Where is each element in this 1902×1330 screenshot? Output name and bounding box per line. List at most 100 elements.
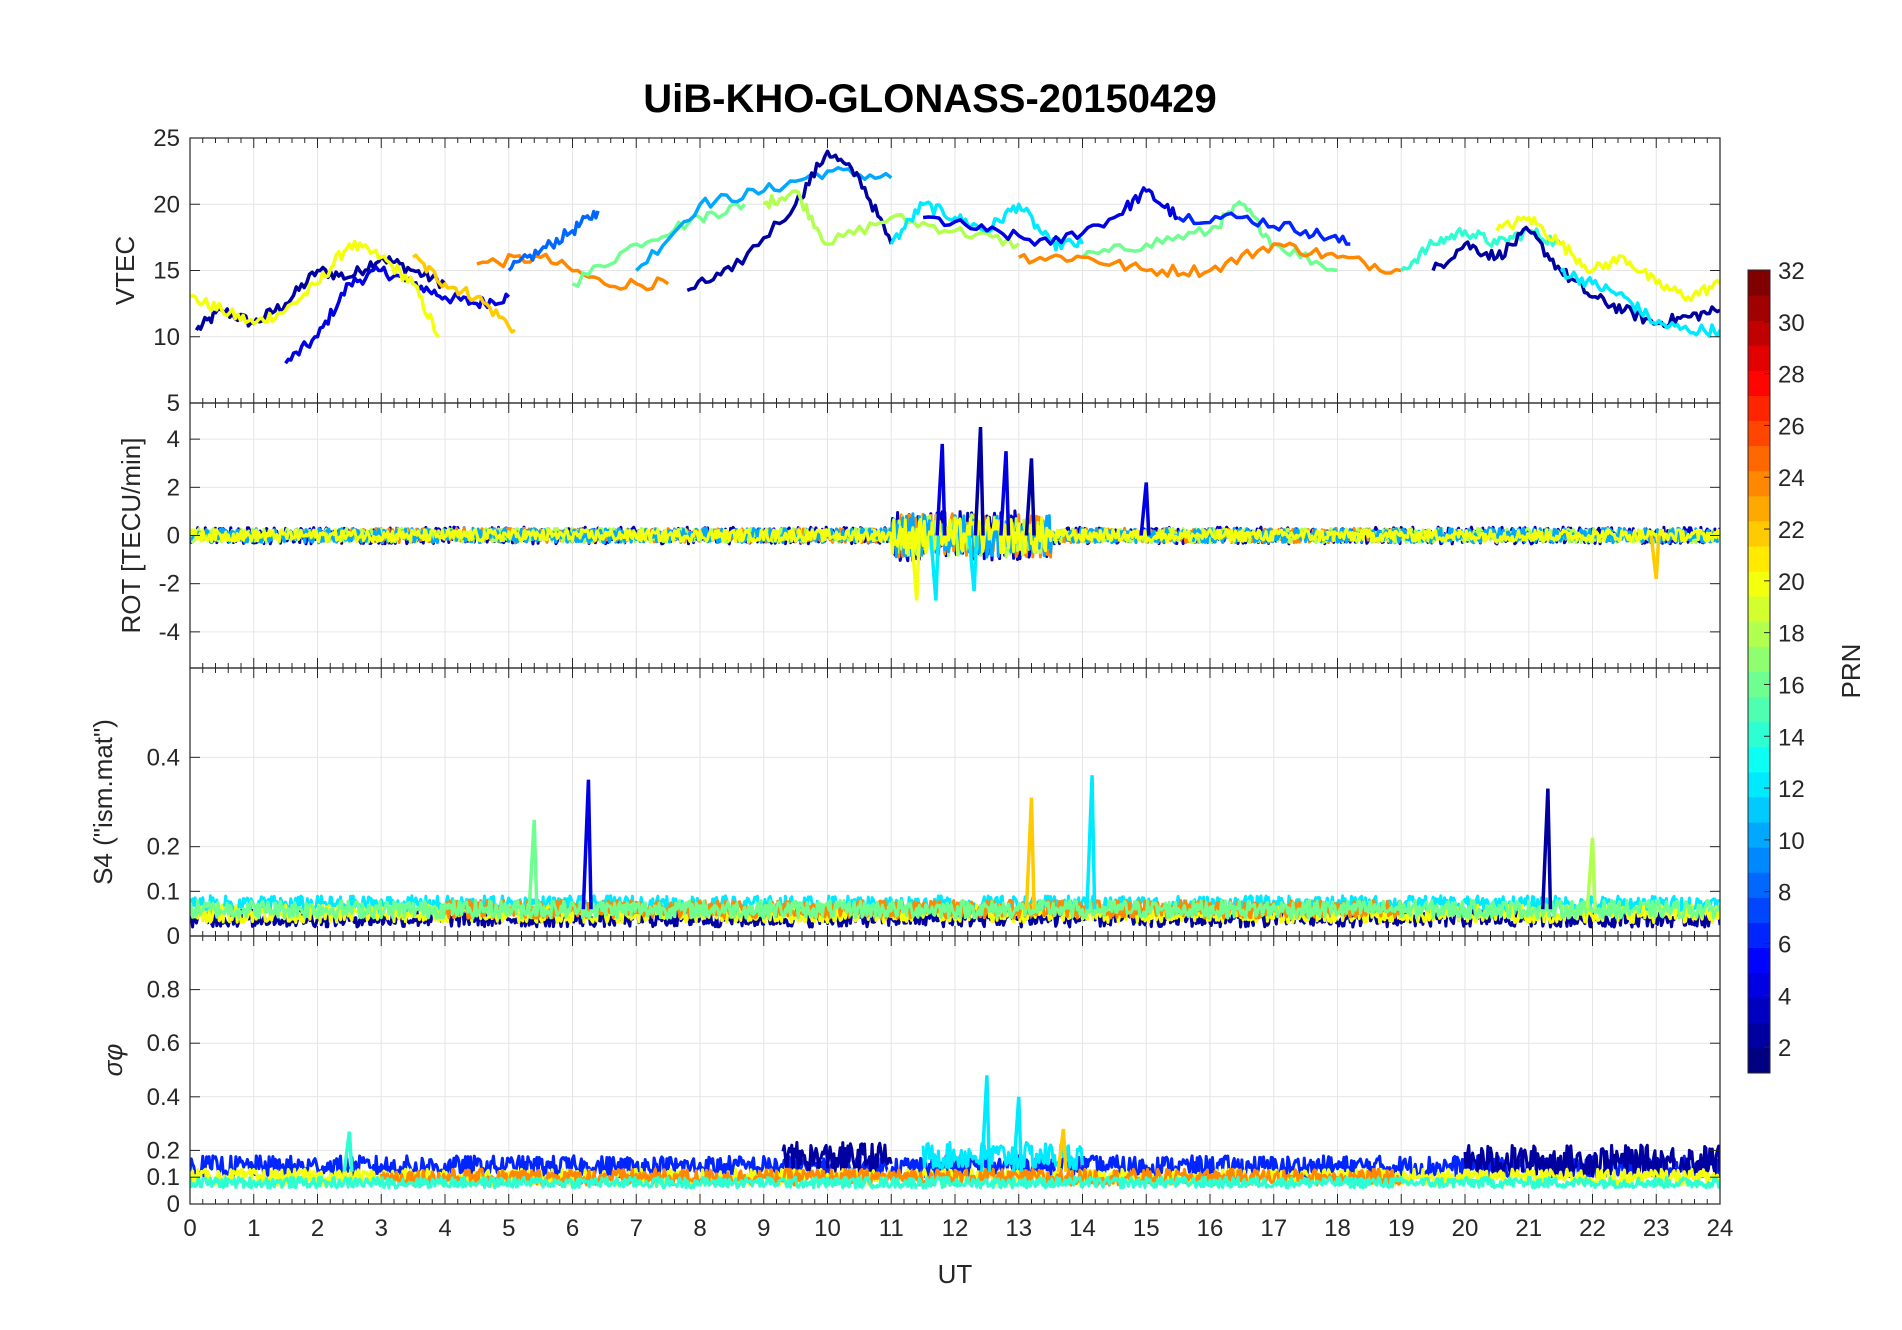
s4-track	[190, 898, 1720, 920]
colorbar-tick-label: 16	[1778, 672, 1805, 699]
colorbar-segment	[1748, 445, 1770, 472]
chart-title: UiB-KHO-GLONASS-20150429	[643, 77, 1217, 121]
x-tick-label: 1	[247, 1215, 260, 1242]
colorbar-segment	[1748, 671, 1770, 698]
y-tick-label: 10	[153, 324, 180, 351]
y-axis-label: VTEC	[110, 236, 140, 305]
colorbar-tick-label: 10	[1778, 828, 1805, 855]
s4-spike	[1024, 797, 1036, 910]
x-tick-label: 4	[438, 1215, 451, 1242]
sigma-spike	[980, 1075, 992, 1172]
rot-spike	[1024, 458, 1036, 536]
x-tick-label: 15	[1133, 1215, 1160, 1242]
colorbar-tick-label: 20	[1778, 569, 1805, 596]
x-tick-label: 21	[1515, 1215, 1542, 1242]
colorbar-segment	[1748, 345, 1770, 371]
rot-track	[190, 516, 1720, 555]
y-axis-label: ROT [TECU/min]	[116, 438, 146, 634]
y-tick-label: 2	[167, 474, 180, 501]
colorbar-label: PRN	[1836, 644, 1866, 699]
y-tick-label: 0	[167, 523, 180, 550]
vtec-series	[476, 252, 670, 292]
rot-spike	[967, 535, 979, 592]
x-tick-label: 6	[566, 1215, 579, 1242]
vtec-series	[507, 209, 600, 272]
vtec-series	[1560, 267, 1720, 338]
vtec-panel: 5 10 15 20 25 VTEC	[110, 125, 1721, 417]
x-tick-label: 23	[1643, 1215, 1670, 1242]
colorbar-segment	[1748, 571, 1770, 597]
y-axis-label: S4 ("ism.mat")	[88, 719, 118, 885]
rot-panel: -4 -2 0 2 4 ROT [TECU/min]	[116, 402, 1721, 669]
y-tick-label: -4	[159, 619, 180, 646]
sigma-spike	[1011, 1096, 1024, 1172]
vtec-series	[284, 265, 511, 365]
y-tick-label: 25	[153, 125, 180, 152]
colorbar-segment	[1748, 696, 1770, 723]
sigma-track	[781, 1140, 893, 1176]
vtec-series	[1177, 211, 1351, 246]
s4-spike	[581, 779, 593, 910]
x-tick-label: 14	[1069, 1215, 1096, 1242]
colorbar-tick-label: 22	[1778, 517, 1805, 544]
vtec-data	[190, 149, 1720, 365]
colorbar-tick-label: 6	[1778, 931, 1791, 958]
y-tick-label: -2	[159, 571, 180, 598]
x-tick-label: 2	[311, 1215, 324, 1242]
y-tick-label: 15	[153, 258, 180, 285]
rot-spike	[929, 535, 941, 601]
colorbar-segment	[1748, 897, 1770, 923]
vtec-series	[190, 239, 440, 338]
x-tick-label: 3	[375, 1215, 388, 1242]
x-tick-label: 11	[879, 1215, 904, 1242]
y-tick-label: 0.1	[147, 1164, 180, 1191]
y-tick-label: 0.4	[147, 1084, 180, 1111]
colorbar-segment	[1748, 470, 1770, 497]
sigma-track	[921, 1140, 1084, 1171]
colorbar-segment	[1748, 520, 1770, 547]
colorbar-segment	[1748, 796, 1770, 823]
s4-spike	[1085, 775, 1097, 910]
y-tick-label: 0.6	[147, 1030, 180, 1057]
x-tick-label: 17	[1260, 1215, 1287, 1242]
colorbar-segment	[1748, 771, 1770, 798]
rot-spike	[935, 443, 947, 536]
vtec-series	[571, 201, 746, 288]
x-tick-label: 16	[1197, 1215, 1224, 1242]
vtec-series	[762, 189, 1020, 250]
x-axis-label: UT	[938, 1259, 973, 1289]
colorbar-segment	[1748, 1022, 1770, 1049]
colorbar-segment	[1748, 922, 1770, 949]
sigma-spike	[1056, 1128, 1068, 1173]
rot-spike	[973, 427, 985, 536]
sigma-data	[190, 1075, 1720, 1190]
colorbar-segment	[1748, 395, 1770, 422]
x-tick-label: 10	[814, 1215, 841, 1242]
x-tick-label: 18	[1324, 1215, 1351, 1242]
x-tick-label: 5	[502, 1215, 515, 1242]
colorbar-segment	[1748, 596, 1770, 622]
colorbar-segment	[1748, 721, 1770, 748]
colorbar-tick-label: 30	[1778, 310, 1805, 337]
s4-spike	[527, 819, 539, 910]
x-tick-label: 8	[693, 1215, 706, 1242]
vtec-series	[686, 149, 893, 293]
x-tick-label: 22	[1579, 1215, 1606, 1242]
colorbar-segment	[1748, 495, 1770, 522]
colorbar-segment	[1748, 270, 1770, 296]
colorbar-segment	[1748, 320, 1770, 346]
x-tick-label: 24	[1707, 1215, 1734, 1242]
colorbar-segment	[1748, 746, 1770, 773]
colorbar-segment	[1748, 646, 1770, 672]
colorbar-tick-label: 14	[1778, 724, 1805, 751]
x-tick-label: 0	[183, 1215, 196, 1242]
colorbar-tick-label: 28	[1778, 362, 1805, 389]
colorbar-segment	[1748, 1047, 1770, 1074]
colorbar-segment	[1748, 847, 1770, 873]
s4-spike	[1585, 837, 1597, 910]
colorbar-tick-label: 18	[1778, 621, 1805, 648]
vtec-series	[1495, 215, 1720, 303]
